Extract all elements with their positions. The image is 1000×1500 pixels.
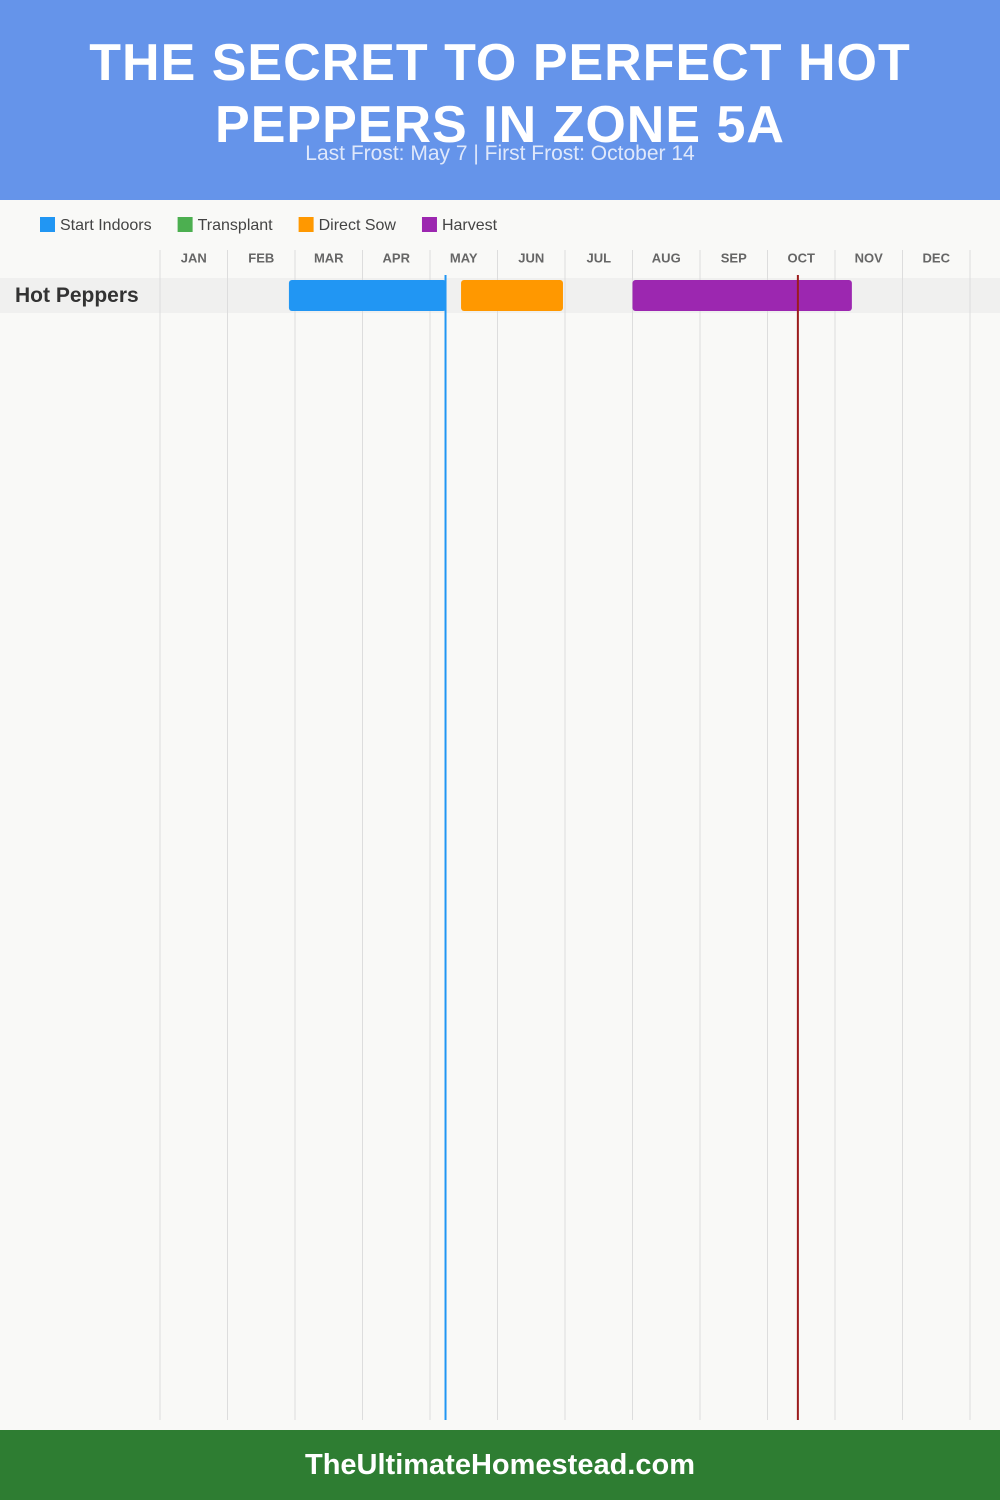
legend-swatch — [421, 217, 437, 232]
legend-label: Start Indoors — [60, 217, 152, 234]
x-tick-label: SEP — [721, 250, 747, 265]
x-tick-label: JUL — [586, 250, 611, 265]
row-label: Hot Peppers — [15, 284, 139, 307]
x-tick-label: JUN — [518, 250, 544, 265]
chart-subtitle: Last Frost: May 7 | First Frost: October… — [305, 142, 695, 165]
bar — [632, 280, 852, 311]
chart-title: THE SECRET TO PERFECT HOT PEPPERS IN ZON… — [89, 34, 911, 154]
legend-label: Direct Sow — [319, 217, 397, 234]
x-tick-label: OCT — [788, 250, 816, 265]
legend-swatch — [40, 217, 55, 232]
legend-label: Transplant — [198, 217, 274, 234]
bar — [288, 280, 447, 311]
footer: TheUltimateHomestead.com — [0, 1430, 1000, 1500]
bar — [461, 280, 563, 311]
x-tick-label: FEB — [248, 250, 274, 265]
x-tick-label: AUG — [652, 250, 681, 265]
legend-swatch — [298, 217, 314, 232]
x-tick-label: MAR — [314, 250, 344, 265]
legend-swatch — [177, 217, 193, 232]
legend-label: Harvest — [442, 217, 498, 234]
header: THE SECRET TO PERFECT HOT PEPPERS IN ZON… — [0, 0, 1000, 200]
x-tick-label: MAY — [450, 250, 478, 265]
x-tick-label: APR — [383, 250, 411, 265]
x-tick-label: JAN — [181, 250, 207, 265]
x-tick-label: NOV — [855, 250, 884, 265]
x-tick-label: DEC — [923, 250, 951, 265]
chart: Start Indoors Transplant Direct Sow Harvest… — [0, 217, 1000, 1420]
